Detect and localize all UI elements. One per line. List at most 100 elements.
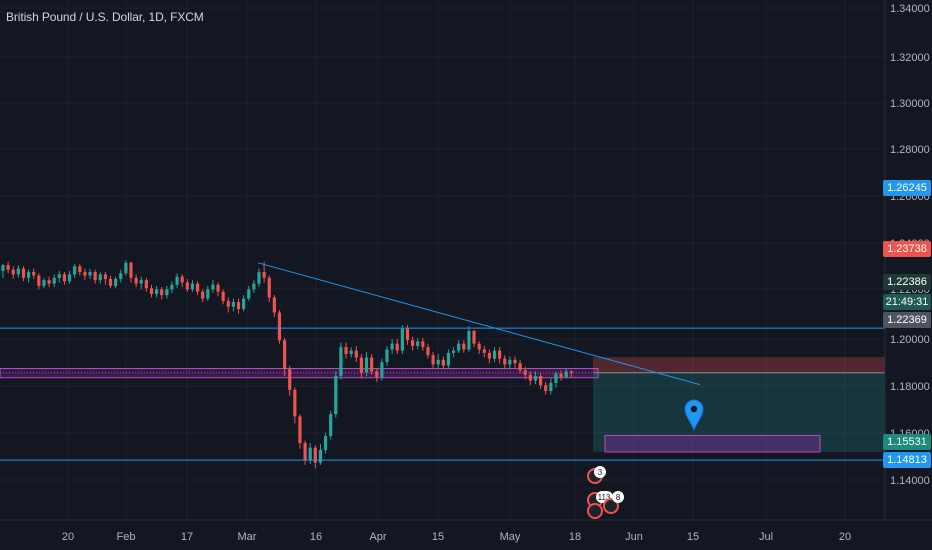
candle-body bbox=[277, 312, 282, 341]
candle-body bbox=[93, 272, 97, 281]
candle bbox=[395, 339, 399, 355]
candle-body bbox=[139, 280, 143, 284]
candle bbox=[554, 371, 558, 388]
candle bbox=[267, 275, 271, 303]
candle-body bbox=[544, 385, 548, 392]
candle-body bbox=[114, 278, 118, 286]
y-tick-label: 1.28000 bbox=[890, 144, 930, 156]
candle bbox=[37, 273, 41, 290]
candle-body bbox=[247, 289, 251, 299]
candle-body bbox=[559, 373, 563, 378]
candle-body bbox=[334, 375, 338, 415]
candle bbox=[349, 347, 353, 358]
candle-body bbox=[42, 280, 46, 286]
x-tick-label: Apr bbox=[369, 531, 386, 543]
candle-body bbox=[252, 283, 256, 290]
candle bbox=[477, 341, 481, 355]
candle-body bbox=[375, 371, 379, 378]
candle bbox=[426, 343, 430, 359]
candle-body bbox=[472, 330, 476, 344]
candle bbox=[195, 281, 200, 296]
candle-body bbox=[487, 352, 491, 359]
candle bbox=[103, 272, 107, 285]
candle bbox=[226, 297, 230, 313]
candle bbox=[354, 345, 358, 363]
candle bbox=[344, 342, 348, 359]
candle-body bbox=[339, 347, 343, 376]
candle-body bbox=[303, 442, 307, 461]
candle bbox=[134, 274, 138, 288]
candle-body bbox=[288, 369, 292, 390]
candle bbox=[83, 268, 87, 281]
candle bbox=[451, 347, 456, 358]
chart-grid bbox=[0, 0, 885, 520]
candle-body bbox=[380, 362, 384, 378]
candle bbox=[288, 365, 292, 396]
candle-body bbox=[98, 274, 102, 281]
candle-body bbox=[190, 283, 195, 290]
candle bbox=[431, 351, 435, 368]
candle bbox=[185, 278, 189, 292]
candle bbox=[190, 280, 195, 292]
candle bbox=[52, 274, 56, 288]
candle-body bbox=[27, 272, 31, 278]
candle-body bbox=[37, 275, 41, 286]
candle bbox=[544, 381, 548, 395]
candle-body bbox=[359, 357, 363, 373]
candle bbox=[380, 358, 384, 381]
candle bbox=[47, 276, 51, 288]
candle bbox=[129, 261, 133, 283]
trend-line bbox=[257, 262, 701, 386]
x-tick-label: Mar bbox=[238, 531, 257, 543]
candle-body bbox=[421, 341, 425, 348]
candle-body bbox=[108, 278, 113, 286]
x-tick-label: 15 bbox=[687, 531, 699, 543]
candle bbox=[170, 281, 174, 293]
candle bbox=[441, 356, 445, 370]
x-tick-label: 20 bbox=[839, 531, 851, 543]
candle-body bbox=[467, 330, 471, 350]
candle bbox=[67, 270, 72, 284]
candle-body bbox=[134, 277, 138, 284]
x-tick-label: 15 bbox=[432, 531, 444, 543]
candle bbox=[21, 266, 26, 282]
candle-body bbox=[262, 272, 266, 278]
event-markers: 3 113 8 bbox=[587, 466, 624, 519]
resistance-price-label: 1.26245 bbox=[883, 180, 931, 196]
candle bbox=[27, 269, 31, 283]
candle-body bbox=[160, 289, 164, 296]
event-marker-b[interactable]: 113 8 bbox=[587, 491, 624, 519]
candle-body bbox=[395, 343, 399, 351]
candle-body bbox=[6, 265, 10, 270]
candle bbox=[539, 372, 543, 389]
event-marker-a[interactable]: 3 bbox=[587, 466, 606, 484]
candle bbox=[236, 298, 241, 314]
candle-body bbox=[226, 300, 230, 307]
candle bbox=[549, 378, 553, 395]
candle bbox=[57, 270, 61, 283]
candle bbox=[6, 261, 10, 274]
candle bbox=[457, 340, 461, 353]
candle-body bbox=[318, 449, 323, 463]
candle bbox=[364, 351, 369, 376]
candle-body bbox=[144, 280, 148, 289]
candle bbox=[114, 276, 118, 289]
candle bbox=[165, 285, 169, 299]
candle-body bbox=[83, 272, 87, 276]
candle bbox=[472, 329, 476, 348]
candle bbox=[385, 345, 389, 366]
candle-body bbox=[62, 274, 67, 282]
candle bbox=[277, 310, 282, 344]
candle bbox=[467, 326, 471, 352]
candle bbox=[88, 268, 92, 279]
candle-body bbox=[431, 355, 435, 365]
candle-body bbox=[349, 350, 353, 355]
candle-body bbox=[119, 273, 123, 279]
time-axis: 20 Feb 17 Mar 16 Apr 15 May 18 Jun 15 Jul 20 bbox=[0, 519, 932, 543]
chart-title: British Pound / U.S. Dollar, 1D, FXCM bbox=[6, 10, 204, 24]
candle bbox=[93, 269, 97, 284]
candle-body bbox=[236, 302, 241, 310]
candle-body bbox=[518, 363, 522, 371]
candle-body bbox=[400, 328, 404, 351]
